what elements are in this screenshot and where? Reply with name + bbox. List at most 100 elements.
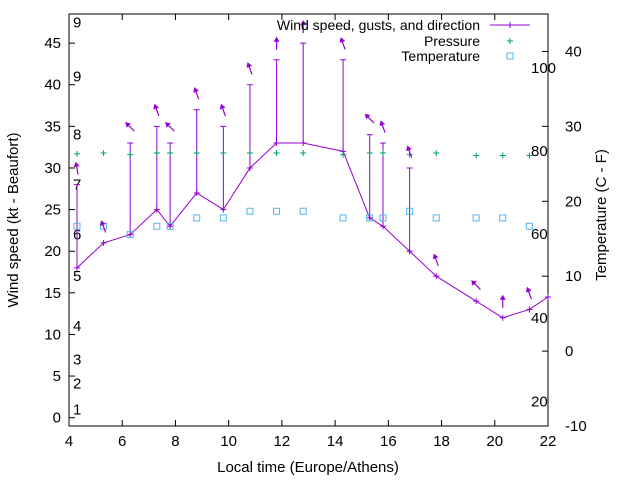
pressure-point	[340, 151, 347, 158]
pressure-series	[73, 149, 533, 159]
temperature-point	[339, 214, 347, 222]
y-tick-label: 25	[44, 202, 61, 219]
wind-point	[300, 140, 307, 147]
direction-arrow-icon	[73, 161, 80, 175]
beaufort-label: 9	[73, 14, 81, 31]
fahrenheit-label: 100	[531, 60, 556, 77]
temperature-point	[406, 207, 414, 215]
arrow-head	[406, 145, 412, 152]
x-tick-label: 8	[171, 433, 179, 450]
temperature-point	[246, 207, 254, 215]
temperature-point	[126, 231, 134, 239]
legend-sample-temperature	[506, 52, 514, 60]
fahrenheit-label: 80	[531, 143, 548, 160]
pressure-point	[193, 149, 200, 156]
arrow-head	[273, 36, 280, 42]
beaufort-label: 4	[73, 318, 81, 335]
direction-arrows	[73, 20, 532, 308]
temperature-point	[472, 214, 480, 222]
wind-point	[526, 306, 533, 313]
temperature-series	[73, 207, 533, 239]
wind-point	[380, 223, 387, 230]
y2-tick-label: 30	[565, 118, 582, 135]
y2-axis-label: Temperature (C - F)	[593, 149, 610, 281]
legend: Wind speed, gusts, and direction Pressur…	[277, 17, 530, 64]
wind-point	[406, 248, 413, 255]
fahrenheit-label: 60	[531, 226, 548, 243]
arrow-head	[125, 122, 131, 128]
x-axis: 4 6 8 10 12 14 16 18 20 22	[65, 14, 556, 450]
fahrenheit-label: 20	[531, 393, 548, 410]
arrow-head	[219, 103, 226, 110]
y-axis-label: Wind speed (kt - Beaufort)	[5, 132, 22, 307]
pressure-point	[273, 149, 280, 156]
wind-point	[153, 206, 160, 213]
direction-arrow-icon	[100, 220, 107, 233]
y-axis-left: 0 5 10 15 20 25 30 35 40 45	[44, 35, 75, 427]
y-tick-label: 45	[44, 35, 61, 52]
direction-arrow-icon	[471, 280, 481, 290]
wind-point	[167, 223, 174, 230]
direction-arrow-icon	[246, 62, 253, 75]
direction-arrow-icon	[219, 103, 226, 117]
y2-tick-label: 0	[565, 343, 573, 360]
y-tick-label: 15	[44, 285, 61, 302]
arrow-head	[525, 286, 532, 293]
wind-point	[273, 140, 280, 147]
direction-arrow-icon	[379, 120, 386, 133]
x-tick-label: 4	[65, 433, 73, 450]
temperature-point	[153, 222, 161, 230]
direction-arrow-icon	[273, 36, 280, 50]
x-tick-label: 18	[433, 433, 450, 450]
x-axis-label: Local time (Europe/Athens)	[217, 459, 399, 476]
temperature-point	[219, 214, 227, 222]
beaufort-label: 5	[73, 268, 81, 285]
wind-point	[246, 164, 253, 171]
temperature-point	[366, 214, 374, 222]
pressure-point	[100, 149, 107, 156]
direction-arrow-icon	[339, 37, 346, 50]
y2-tick-label: 40	[565, 43, 582, 60]
x-tick-label: 6	[118, 433, 126, 450]
y-tick-label: 40	[44, 77, 61, 94]
x-tick-label: 16	[380, 433, 397, 450]
arrow-head	[193, 87, 199, 93]
arrow-head	[165, 122, 171, 128]
temperature-point	[379, 214, 387, 222]
temperature-point	[193, 214, 201, 222]
beaufort-label: 9	[73, 68, 81, 85]
legend-label-pressure: Pressure	[424, 33, 480, 49]
wind-point	[193, 189, 200, 196]
y-tick-label: 5	[53, 368, 61, 385]
direction-arrow-icon	[165, 122, 175, 132]
pressure-point	[73, 150, 80, 157]
y-tick-label: 20	[44, 243, 61, 260]
arrow-head	[499, 294, 506, 300]
y-tick-label: 30	[44, 160, 61, 177]
direction-arrow-icon	[364, 113, 375, 124]
pressure-point	[246, 149, 253, 156]
y2-tick-label: 10	[565, 268, 582, 285]
pressure-point	[526, 152, 533, 159]
fahrenheit-labels: 20 40 60 80 100	[531, 60, 556, 410]
pressure-point	[380, 149, 387, 156]
arrow-head	[364, 113, 371, 120]
wind-point	[73, 264, 80, 271]
y-tick-label: 0	[53, 410, 61, 427]
pressure-point	[473, 152, 480, 159]
gust-bars	[73, 42, 413, 268]
arrow-head	[339, 37, 346, 43]
legend-sample-pressure	[507, 38, 513, 44]
arrow-head	[73, 161, 80, 168]
direction-arrow-icon	[406, 145, 413, 158]
fahrenheit-label: 40	[531, 310, 548, 327]
arrow-head	[432, 253, 439, 260]
x-tick-label: 20	[486, 433, 503, 450]
wind-point	[220, 206, 227, 213]
wind-point	[100, 239, 107, 246]
direction-arrow-icon	[525, 286, 532, 300]
arrow-head	[153, 103, 159, 110]
temperature-point	[432, 214, 440, 222]
arrow-head	[471, 280, 477, 286]
temperature-point	[525, 222, 533, 230]
